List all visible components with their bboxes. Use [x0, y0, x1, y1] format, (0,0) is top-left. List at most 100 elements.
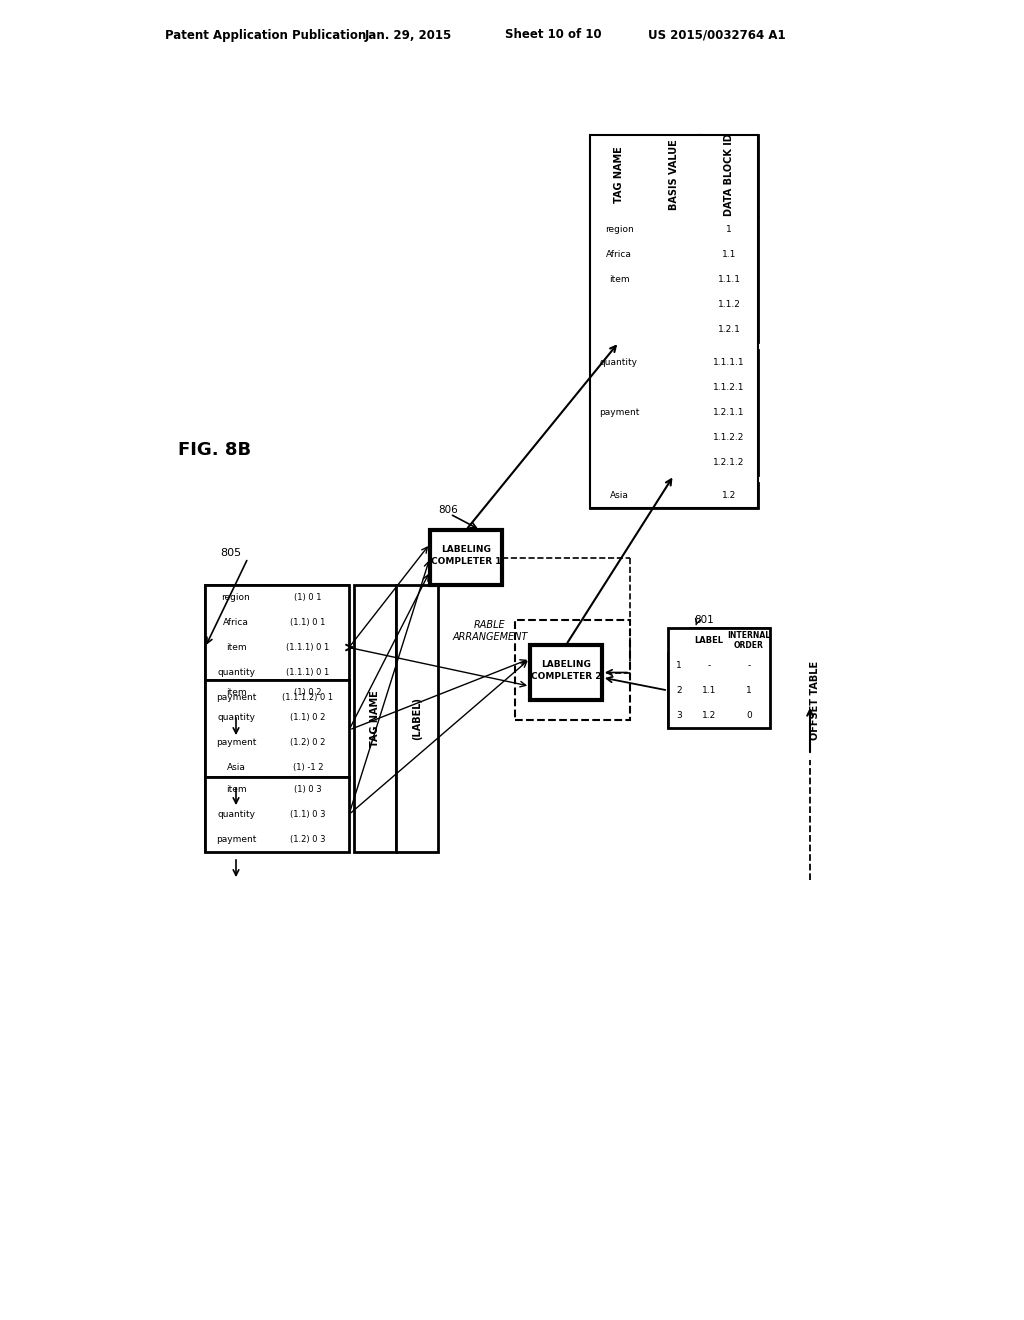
Bar	[728, 678, 770, 704]
Text: 1.1.2: 1.1.2	[718, 300, 740, 309]
Bar	[205, 585, 349, 710]
Bar	[700, 216, 758, 242]
Bar	[205, 730, 267, 755]
Text: region: region	[604, 224, 634, 234]
Bar	[515, 620, 630, 719]
Bar	[205, 685, 267, 710]
Bar	[700, 242, 758, 267]
Bar	[267, 585, 349, 610]
Text: 1.2.1: 1.2.1	[718, 325, 740, 334]
Bar	[590, 483, 648, 508]
Text: 1.2: 1.2	[701, 711, 716, 719]
Text: Africa: Africa	[223, 618, 249, 627]
Bar	[396, 585, 438, 851]
Text: Asia: Asia	[609, 491, 629, 500]
Bar	[530, 645, 602, 700]
Text: (LABEL): (LABEL)	[412, 697, 422, 741]
Bar	[700, 317, 758, 342]
Bar	[648, 267, 700, 292]
Bar	[205, 803, 267, 828]
Text: LABELING: LABELING	[541, 660, 591, 669]
Bar	[590, 483, 758, 508]
Bar	[648, 242, 700, 267]
Bar	[267, 755, 349, 780]
Bar	[700, 400, 758, 425]
Text: 1.1: 1.1	[701, 686, 716, 696]
Bar	[728, 704, 770, 729]
Bar	[267, 705, 349, 730]
Text: COMPLETER 1: COMPLETER 1	[431, 557, 502, 566]
Bar	[700, 425, 758, 450]
Bar	[205, 777, 267, 803]
Text: (1) 0 2: (1) 0 2	[294, 688, 322, 697]
Text: 801: 801	[694, 615, 714, 624]
Text: 1: 1	[746, 686, 752, 696]
Text: 1.2.1.2: 1.2.1.2	[714, 458, 744, 467]
Bar	[648, 483, 700, 508]
Text: (1.1.1) 0 1: (1.1.1) 0 1	[287, 643, 330, 652]
Bar	[690, 678, 728, 704]
Bar	[648, 216, 700, 242]
Text: item: item	[225, 785, 247, 795]
Bar	[205, 635, 267, 660]
Text: LABELING: LABELING	[441, 545, 490, 554]
Text: payment: payment	[216, 738, 256, 747]
Bar	[648, 450, 700, 475]
Bar	[590, 350, 758, 475]
Text: 0: 0	[746, 711, 752, 719]
Text: region: region	[221, 593, 251, 602]
Text: Africa: Africa	[606, 249, 632, 259]
Bar	[700, 267, 758, 292]
Text: (1.1.1) 0 1: (1.1.1) 0 1	[287, 668, 330, 677]
Bar	[648, 350, 700, 375]
Bar	[690, 704, 728, 729]
Bar	[205, 755, 267, 780]
Bar	[668, 653, 690, 678]
Text: RABLE: RABLE	[474, 620, 506, 630]
Text: Asia: Asia	[226, 763, 246, 772]
Bar	[668, 678, 690, 704]
Text: US 2015/0032764 A1: US 2015/0032764 A1	[648, 29, 785, 41]
Text: 1: 1	[676, 661, 682, 671]
Text: INTERNAL
ORDER: INTERNAL ORDER	[727, 631, 771, 651]
Bar	[668, 628, 770, 729]
Bar	[648, 317, 700, 342]
Text: COMPLETER 2: COMPLETER 2	[530, 672, 601, 681]
Bar	[354, 585, 396, 851]
Bar	[205, 680, 349, 780]
Text: payment: payment	[216, 836, 256, 843]
Bar	[690, 653, 728, 678]
Text: OFFSET TABLE: OFFSET TABLE	[810, 660, 820, 739]
Bar	[590, 317, 648, 342]
Text: LABEL: LABEL	[694, 636, 724, 645]
Text: 1.1.2.1: 1.1.2.1	[714, 383, 744, 392]
Bar	[267, 610, 349, 635]
Text: 1.1.2.2: 1.1.2.2	[714, 433, 744, 442]
Bar	[205, 828, 267, 851]
Text: (1.1) 0 2: (1.1) 0 2	[291, 713, 326, 722]
Bar	[648, 400, 700, 425]
Bar	[267, 685, 349, 710]
Text: 805: 805	[220, 548, 241, 558]
Bar	[668, 704, 690, 729]
Bar	[728, 653, 770, 678]
Bar	[648, 425, 700, 450]
Text: ARRANGEMENT: ARRANGEMENT	[453, 632, 527, 642]
Bar	[648, 292, 700, 317]
Text: TAG NAME: TAG NAME	[614, 147, 624, 203]
Text: -: -	[708, 661, 711, 671]
Text: 1.2: 1.2	[722, 491, 736, 500]
Text: (1.2) 0 2: (1.2) 0 2	[291, 738, 326, 747]
Bar	[590, 350, 648, 375]
Text: (1.1) 0 1: (1.1) 0 1	[291, 618, 326, 627]
Text: (1.2) 0 3: (1.2) 0 3	[290, 836, 326, 843]
Text: quantity: quantity	[217, 668, 255, 677]
Bar	[590, 135, 758, 215]
Text: -: -	[748, 661, 751, 671]
Bar	[590, 450, 648, 475]
Bar	[700, 375, 758, 400]
Bar	[590, 267, 648, 292]
Bar	[590, 242, 648, 267]
Bar	[700, 483, 758, 508]
Bar	[700, 350, 758, 375]
